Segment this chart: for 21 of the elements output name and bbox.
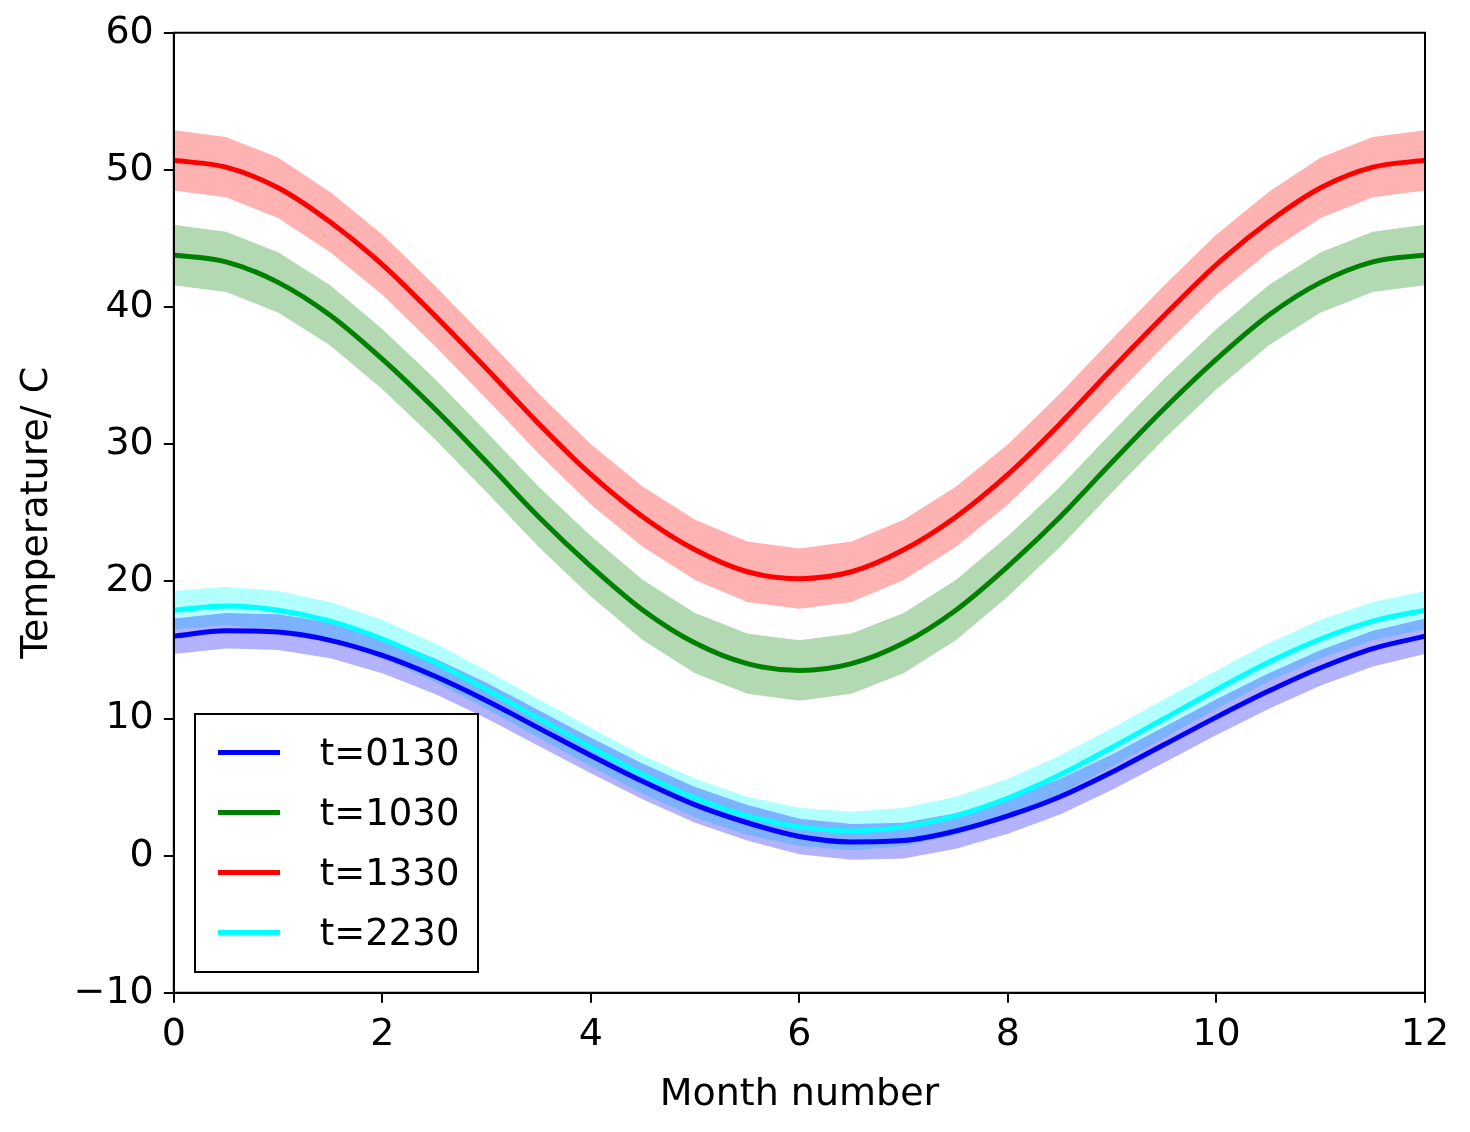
y-tick-label: 40	[105, 281, 154, 326]
y-tick-label: 10	[105, 693, 154, 738]
x-axis-title: Month number	[659, 1070, 940, 1115]
x-tick-label: 6	[787, 1010, 812, 1055]
y-tick-label: −10	[73, 967, 154, 1012]
legend-label: t=0130	[319, 731, 460, 775]
x-tick-label: 4	[578, 1010, 603, 1055]
legend-label: t=2230	[319, 911, 460, 955]
legend-label: t=1330	[319, 851, 460, 895]
y-tick-label: 20	[105, 556, 154, 601]
x-tick-label: 12	[1400, 1010, 1450, 1055]
y-tick-label: 60	[105, 7, 154, 52]
y-axis-title: Temperature/ C	[11, 366, 56, 660]
legend-label: t=1030	[319, 791, 460, 835]
x-tick-label: 2	[370, 1010, 395, 1055]
y-tick-label: 30	[105, 419, 154, 464]
y-tick-label: 0	[129, 830, 154, 875]
x-tick-label: 0	[161, 1010, 186, 1055]
x-tick-label: 10	[1192, 1010, 1241, 1055]
y-tick-label: 50	[105, 144, 154, 189]
x-tick-label: 8	[995, 1010, 1021, 1055]
